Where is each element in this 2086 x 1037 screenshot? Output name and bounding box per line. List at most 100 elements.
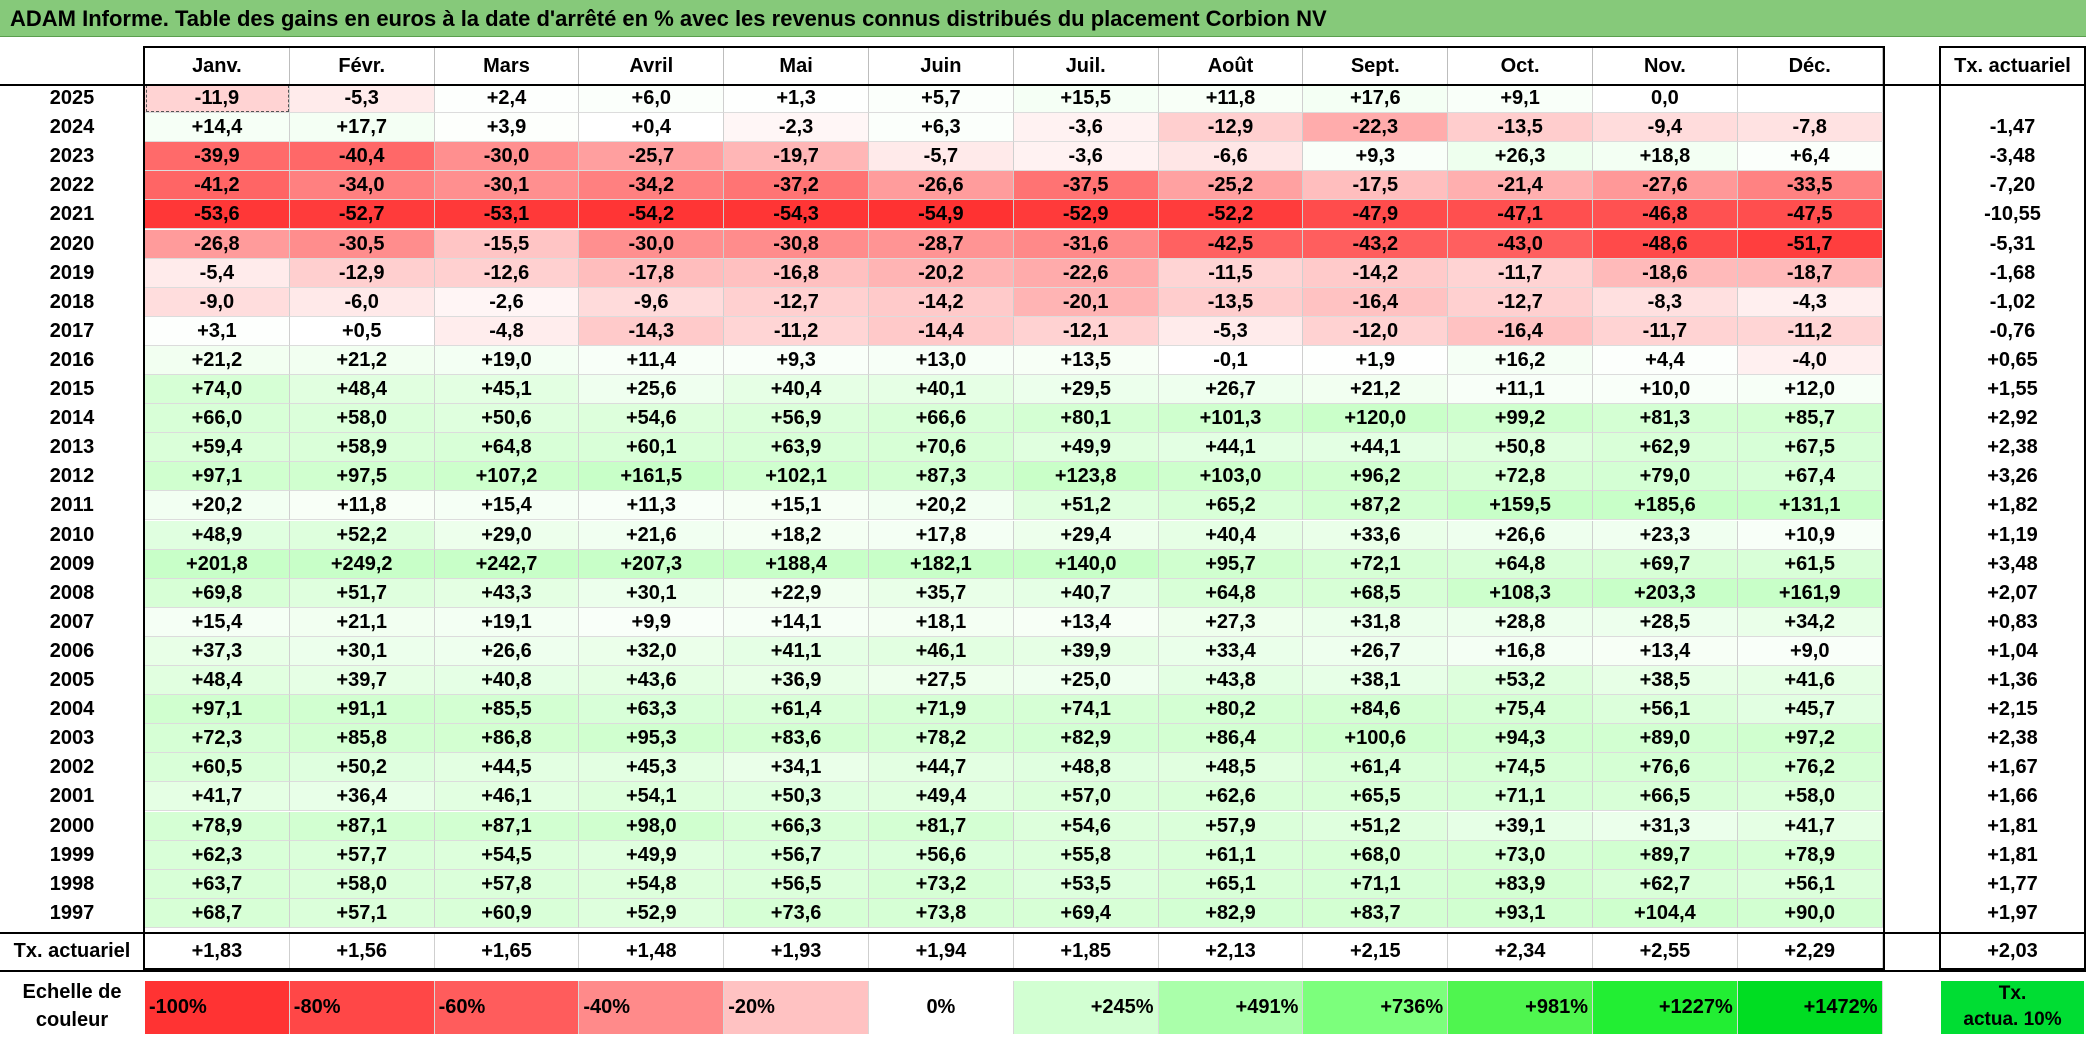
gain-cell: -37,2 xyxy=(724,171,869,201)
gain-cell: +9,9 xyxy=(579,607,725,637)
gain-cell: +21,2 xyxy=(145,345,290,375)
gain-cell: +45,7 xyxy=(1737,695,1883,725)
table-rule xyxy=(0,932,2086,934)
gain-cell: +123,8 xyxy=(1013,462,1159,492)
gain-cell: +46,1 xyxy=(869,636,1014,666)
gain-cell: +28,8 xyxy=(1448,607,1593,637)
tx-actuariel-value: -10,55 xyxy=(1984,203,2041,226)
gain-cell: -11,7 xyxy=(1593,316,1738,346)
summary-cell: +2,29 xyxy=(1738,933,1883,969)
gain-cell: +89,7 xyxy=(1593,840,1738,870)
gain-cell: -11,7 xyxy=(1448,258,1593,288)
gain-cell: +83,6 xyxy=(724,724,869,754)
gain-cell: +43,6 xyxy=(579,666,725,696)
year-label: 1999 xyxy=(49,843,95,866)
gain-cell: +13,0 xyxy=(869,345,1014,375)
month-header: Sept. xyxy=(1303,48,1449,84)
gain-cell: +99,2 xyxy=(1448,404,1593,434)
gain-cell: +58,0 xyxy=(289,869,435,899)
gain-cell: +17,8 xyxy=(869,520,1014,550)
gain-cell: +120,0 xyxy=(1303,404,1449,434)
gain-cell: +49,9 xyxy=(1013,433,1159,463)
gain-cell: +1,9 xyxy=(1303,345,1449,375)
gain-cell: +17,7 xyxy=(289,113,435,143)
gain-cell: +51,2 xyxy=(1303,811,1449,841)
gain-cell: +27,3 xyxy=(1158,607,1304,637)
tx-actuariel-value: -1,68 xyxy=(1989,261,2036,284)
gain-cell: +85,5 xyxy=(434,695,580,725)
table-rule xyxy=(0,970,2086,972)
gain-cell: +249,2 xyxy=(289,549,435,579)
gain-cell: +97,1 xyxy=(145,695,290,725)
gain-cell: -34,2 xyxy=(579,171,725,201)
gain-cell: -33,5 xyxy=(1737,171,1883,201)
gain-cell: +87,2 xyxy=(1303,491,1449,521)
gain-cell: +85,8 xyxy=(289,724,435,754)
gain-cell: +70,6 xyxy=(869,433,1014,463)
gain-cell: +207,3 xyxy=(579,549,725,579)
year-label: 2004 xyxy=(49,698,95,721)
gain-cell: -30,8 xyxy=(724,229,869,259)
gain-cell: +108,3 xyxy=(1448,578,1593,608)
gain-cell: +83,7 xyxy=(1303,898,1449,928)
month-header: Août xyxy=(1159,48,1304,84)
year-label: 2011 xyxy=(50,494,94,517)
tx-actuariel-value: +1,66 xyxy=(1987,785,2038,808)
color-scale-swatch: +245% xyxy=(1013,981,1159,1034)
year-label: 2010 xyxy=(49,523,95,546)
gain-cell: -14,4 xyxy=(869,316,1014,346)
gain-cell: -52,2 xyxy=(1158,200,1304,230)
gain-cell: +74,5 xyxy=(1448,753,1593,783)
gain-cell: +0,5 xyxy=(289,316,435,346)
gain-cell: -11,9 xyxy=(145,84,290,114)
report-title: ADAM Informe. Table des gains en euros à… xyxy=(0,0,2086,37)
gain-cell: -22,3 xyxy=(1303,113,1449,143)
gain-cell: +54,5 xyxy=(434,840,580,870)
gain-cell: -25,2 xyxy=(1158,171,1304,201)
gain-cell: +71,1 xyxy=(1448,782,1593,812)
gain-cell: +64,8 xyxy=(434,433,580,463)
gain-cell: +35,7 xyxy=(869,578,1014,608)
gain-cell: -47,9 xyxy=(1303,200,1449,230)
gain-cell: +58,0 xyxy=(1737,782,1883,812)
gain-cell: +78,9 xyxy=(1737,840,1883,870)
tx-scale-line1: Tx. xyxy=(1998,983,2027,1004)
gain-cell: -5,3 xyxy=(1158,316,1304,346)
color-scale-swatch: +491% xyxy=(1158,981,1304,1034)
gain-cell: -7,8 xyxy=(1737,113,1883,143)
gain-cell: +5,7 xyxy=(869,84,1014,114)
gain-cell: -46,8 xyxy=(1593,200,1738,230)
color-scale-swatch: +981% xyxy=(1448,981,1593,1034)
gain-cell: +61,5 xyxy=(1737,549,1883,579)
year-label: 2023 xyxy=(49,145,95,168)
gain-cell: -12,1 xyxy=(1013,316,1159,346)
gain-cell: +107,2 xyxy=(434,462,580,492)
gain-cell: +86,8 xyxy=(434,724,580,754)
gain-cell: -39,9 xyxy=(145,142,290,172)
tx-actuariel-value: +2,92 xyxy=(1987,407,2038,430)
gain-cell: +18,1 xyxy=(869,607,1014,637)
gain-cell: +56,5 xyxy=(724,869,869,899)
gain-cell: +104,4 xyxy=(1593,898,1738,928)
gain-cell: -30,0 xyxy=(579,229,725,259)
gain-cell: -47,5 xyxy=(1737,200,1883,230)
gain-cell: +67,5 xyxy=(1737,433,1883,463)
gain-cell: +17,6 xyxy=(1303,84,1449,114)
gain-cell: +40,8 xyxy=(434,666,580,696)
gain-cell: +83,9 xyxy=(1448,869,1593,899)
gain-cell: +29,4 xyxy=(1013,520,1159,550)
gain-cell: +31,3 xyxy=(1593,811,1738,841)
color-scale-swatch: -80% xyxy=(289,981,435,1034)
summary-tx-value: +2,03 xyxy=(1987,940,2038,962)
gain-cell: +58,0 xyxy=(289,404,435,434)
tx-scale-legend: Tx. actua. 10% xyxy=(1941,981,2084,1034)
gain-cell: +11,1 xyxy=(1448,375,1593,405)
gain-cell: +18,8 xyxy=(1593,142,1738,172)
gain-cell: +63,9 xyxy=(724,433,869,463)
gain-cell: +28,5 xyxy=(1593,607,1738,637)
year-label: 2015 xyxy=(49,378,95,400)
gain-cell: -34,0 xyxy=(289,171,435,201)
year-label: 2019 xyxy=(49,261,95,284)
gain-cell: +85,7 xyxy=(1737,404,1883,434)
gain-cell: -2,6 xyxy=(434,287,580,317)
